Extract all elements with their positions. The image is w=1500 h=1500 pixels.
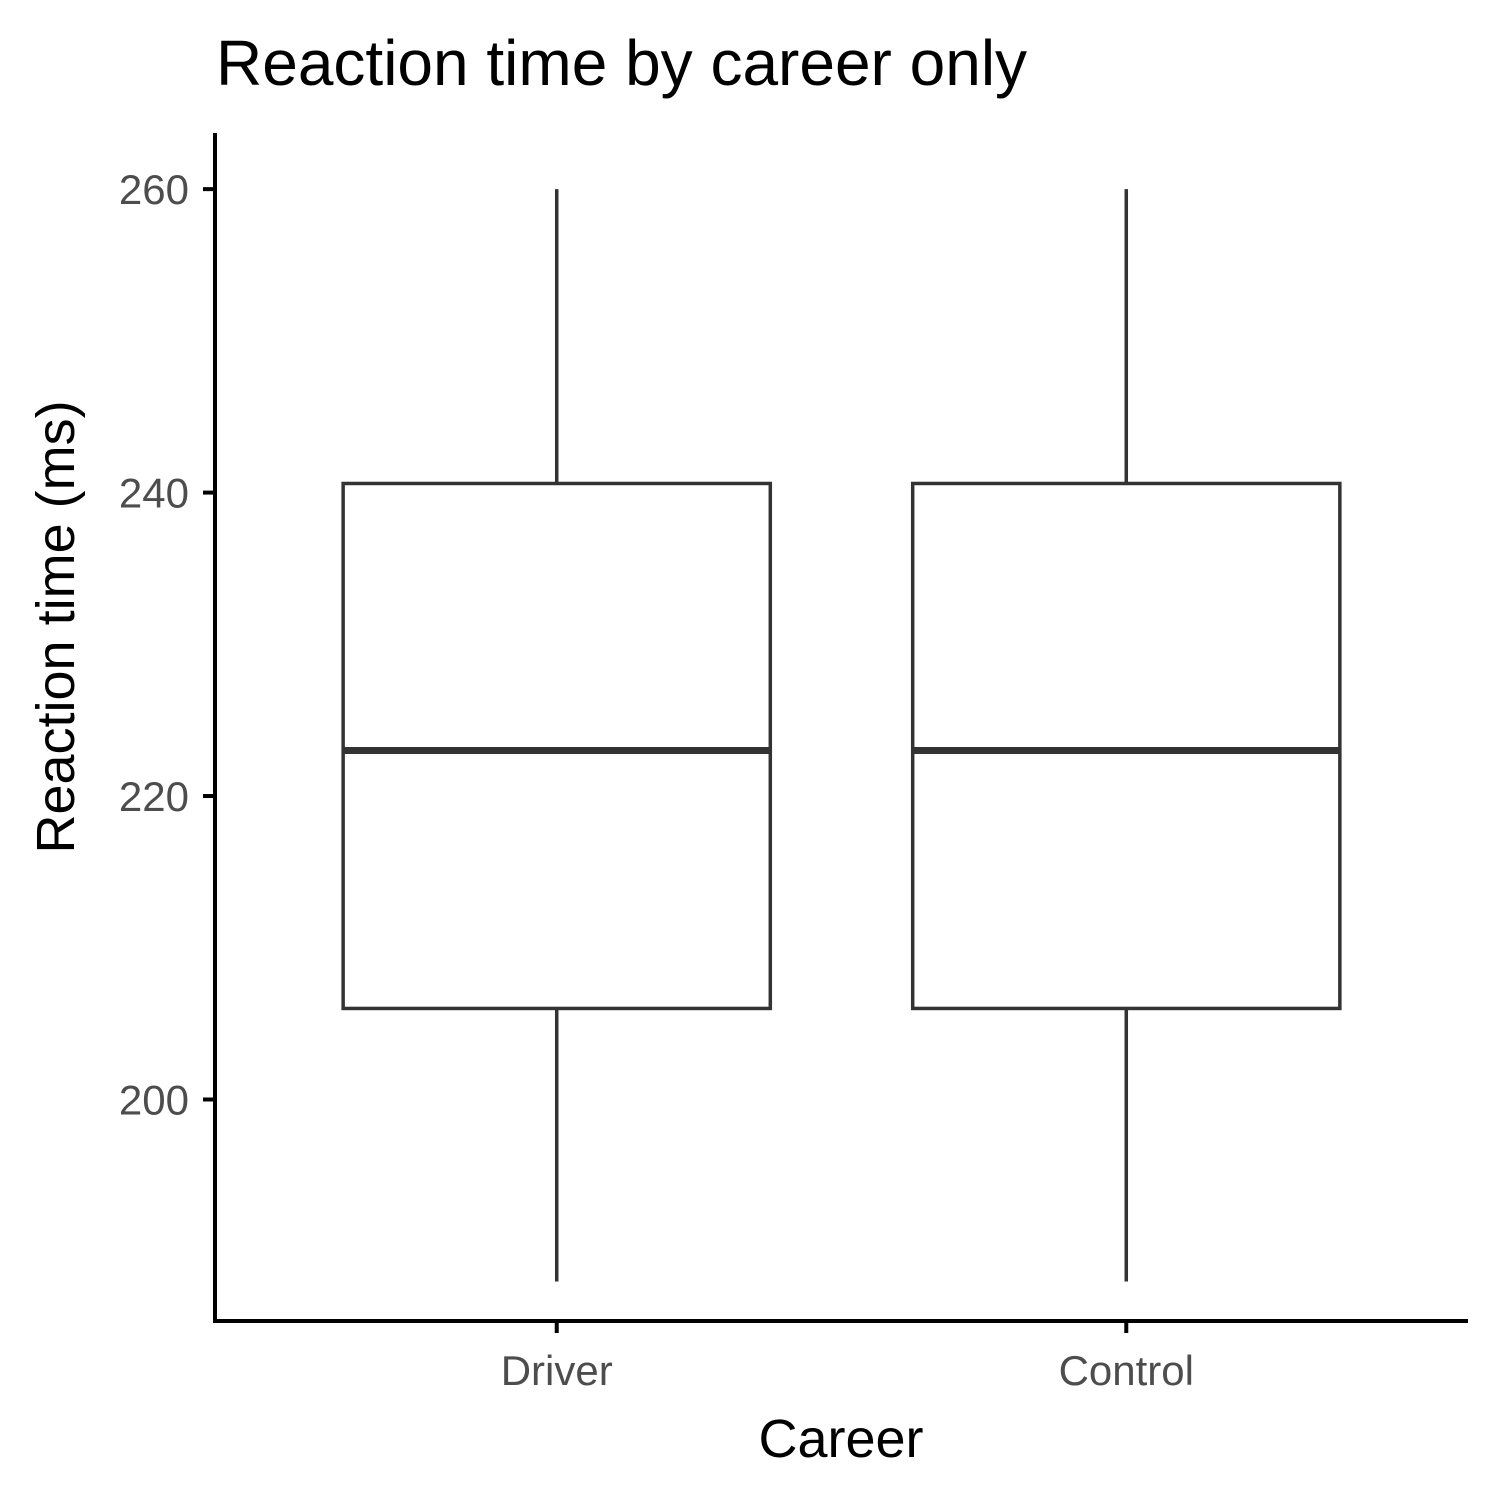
- box-control: [910, 481, 1342, 1011]
- plot-area: 200 220 240 260 Driver Control: [119, 133, 1468, 1394]
- y-tick-label-260: 260: [119, 166, 189, 213]
- x-tick-label-driver: Driver: [501, 1347, 613, 1394]
- chart-title: Reaction time by career only: [216, 27, 1027, 99]
- y-tick-label-240: 240: [119, 470, 189, 517]
- box-driver: [341, 481, 773, 1011]
- x-tick-label-control: Control: [1059, 1347, 1194, 1394]
- y-axis-title: Reaction time (ms): [26, 400, 86, 853]
- y-tick-label-220: 220: [119, 773, 189, 820]
- x-axis-title: Career: [758, 1409, 923, 1469]
- y-tick-label-200: 200: [119, 1076, 189, 1123]
